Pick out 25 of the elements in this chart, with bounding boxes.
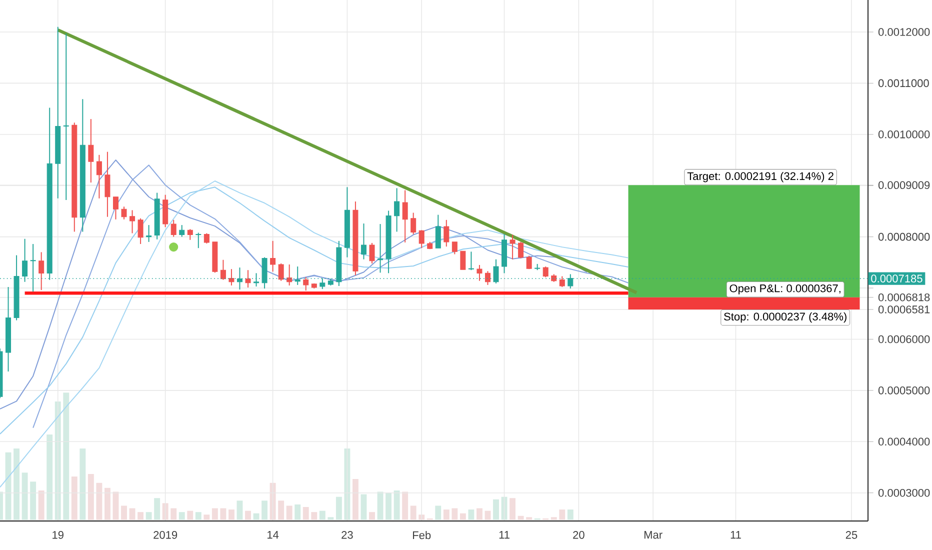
- x-tick-label: Mar: [644, 531, 662, 539]
- y-tick-label: 0.0011000: [878, 79, 929, 88]
- ref-line-label: 0.0007185: [871, 274, 922, 282]
- x-tick-label: 11: [499, 531, 510, 539]
- y-tick-label: 0.0006818: [878, 293, 930, 302]
- y-tick-label: 0.0003000: [878, 488, 930, 497]
- x-tick-label: 11: [730, 531, 741, 539]
- y-tick-label: 0.0004000: [878, 438, 930, 446]
- x-tick-label: 25: [846, 531, 858, 539]
- x-tick-label: 23: [342, 531, 353, 539]
- y-tick-label: 0.0012000: [878, 28, 930, 36]
- y-tick-label: 0.0008000: [878, 232, 930, 241]
- x-tick-label: 19: [52, 531, 64, 539]
- x-tick-label: 2019: [154, 531, 178, 539]
- annotation: Target: 0.0002191 (32.14%) 2: [687, 172, 834, 182]
- y-tick-label: 0.0006581: [878, 306, 930, 314]
- annotation: Stop: 0.0000237 (3.48%): [724, 312, 846, 323]
- x-tick-label: Feb: [413, 531, 431, 540]
- y-tick-label: 0.0009009: [878, 181, 930, 190]
- annotation: Open P&L: 0.0000367,: [730, 284, 840, 294]
- x-tick-label: 20: [573, 531, 584, 539]
- y-tick-label: 0.0005000: [878, 386, 930, 394]
- y-tick-label: 0.0006000: [878, 335, 930, 344]
- x-tick-label: 14: [268, 531, 279, 539]
- y-tick-label: 0.0010000: [878, 130, 930, 138]
